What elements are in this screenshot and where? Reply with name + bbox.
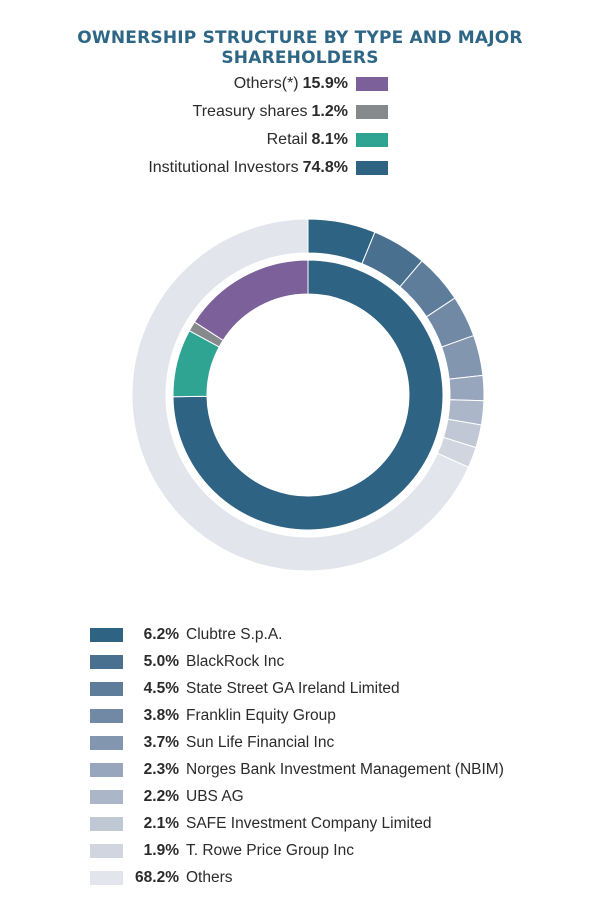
legend-label: Norges Bank Investment Management (NBIM): [186, 761, 504, 779]
legend-label: Sun Life Financial Inc: [186, 733, 335, 751]
legend-swatch: [90, 844, 123, 859]
legend-item-franklin: 3.8% Franklin Equity Group: [90, 702, 590, 729]
legend-item-ubs: 2.2% UBS AG: [90, 784, 590, 811]
legend-label: Retail: [266, 131, 308, 148]
legend-value: 1.2%: [311, 103, 348, 120]
legend-swatch: [90, 654, 123, 669]
shareholders-legend: 6.2% Clubtre S.p.A. 5.0% BlackRock Inc 4…: [90, 621, 590, 892]
legend-value: 1.9%: [143, 842, 179, 860]
legend-swatch: [90, 871, 123, 886]
legend-label: T. Rowe Price Group Inc: [186, 842, 354, 860]
legend-swatch: [90, 817, 123, 832]
inner-slice-others: [193, 259, 309, 342]
legend-value: 4.5%: [143, 679, 179, 697]
legend-swatch: [90, 763, 123, 778]
legend-swatch: [356, 105, 388, 119]
legend-item-others: 68.2% Others: [90, 865, 590, 892]
legend-label: Treasury shares: [192, 103, 308, 120]
legend-value: 8.1%: [311, 131, 348, 148]
legend-value: 5.0%: [143, 652, 179, 670]
legend-value: 2.3%: [143, 761, 179, 779]
legend-label: UBS AG: [186, 788, 244, 806]
donut-chart: [131, 218, 485, 572]
legend-item-norges: 2.3% Norges Bank Investment Management (…: [90, 756, 590, 783]
legend-swatch: [90, 627, 123, 642]
chart-title: OWNERSHIP STRUCTURE BY TYPE AND MAJOR SH…: [77, 28, 523, 68]
legend-label: SAFE Investment Company Limited: [186, 815, 432, 833]
legend-swatch: [356, 161, 388, 175]
legend-value: 3.7%: [143, 733, 179, 751]
legend-swatch: [356, 77, 388, 91]
legend-item-clubtre: 6.2% Clubtre S.p.A.: [90, 621, 590, 648]
legend-item-sun-life: 3.7% Sun Life Financial Inc: [90, 729, 590, 756]
legend-swatch: [90, 790, 123, 805]
legend-item-institutional: Institutional Investors 74.8%: [0, 154, 388, 182]
inner-slice-institutional-investors: [172, 259, 444, 531]
legend-label: Franklin Equity Group: [186, 706, 336, 724]
type-legend: Others(*) 15.9% Treasury shares 1.2% Ret…: [0, 70, 388, 182]
legend-label: Institutional Investors: [148, 159, 299, 176]
legend-value: 74.8%: [302, 159, 348, 176]
legend-value: 2.2%: [143, 788, 179, 806]
legend-label: BlackRock Inc: [186, 652, 285, 670]
legend-label: Others(*): [233, 75, 299, 92]
legend-swatch: [90, 735, 123, 750]
legend-item-t-rowe: 1.9% T. Rowe Price Group Inc: [90, 838, 590, 865]
legend-value: 15.9%: [302, 75, 348, 92]
outer-slice-norges-bank-investment-management-nbim: [448, 374, 485, 402]
legend-value: 3.8%: [143, 706, 179, 724]
legend-value: 6.2%: [143, 625, 179, 643]
legend-item-others-type: Others(*) 15.9%: [0, 70, 388, 98]
legend-label: Others: [186, 869, 233, 887]
legend-swatch: [356, 133, 388, 147]
legend-swatch: [90, 681, 123, 696]
legend-item-treasury: Treasury shares 1.2%: [0, 98, 388, 126]
legend-value: 68.2%: [135, 869, 179, 887]
legend-item-blackrock: 5.0% BlackRock Inc: [90, 648, 590, 675]
legend-item-state-street: 4.5% State Street GA Ireland Limited: [90, 675, 590, 702]
legend-item-retail: Retail 8.1%: [0, 126, 388, 154]
legend-value: 2.1%: [143, 815, 179, 833]
legend-swatch: [90, 708, 123, 723]
legend-label: Clubtre S.p.A.: [186, 625, 283, 643]
legend-label: State Street GA Ireland Limited: [186, 679, 400, 697]
outer-slice-others: [131, 218, 470, 572]
legend-item-safe: 2.1% SAFE Investment Company Limited: [90, 811, 590, 838]
